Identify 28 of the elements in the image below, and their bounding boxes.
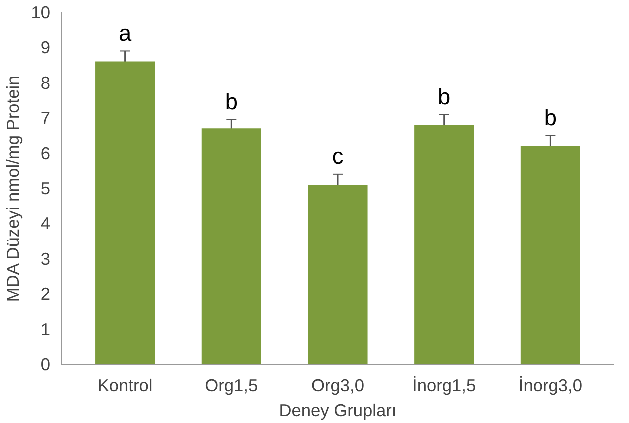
- y-tick-label: 3: [40, 248, 51, 269]
- x-tick-label: İnorg3,0: [518, 376, 582, 396]
- y-tick-label: 8: [40, 72, 51, 93]
- y-tick-label: 10: [31, 2, 51, 22]
- x-axis-title: Deney Grupları: [279, 400, 397, 420]
- annotation: c: [332, 143, 344, 170]
- annotation: b: [544, 104, 557, 130]
- bar: [414, 125, 474, 364]
- annotation: b: [438, 83, 451, 110]
- y-tick-label: 0: [40, 354, 51, 374]
- y-axis-title: MDA Düzeyi nmol/mg Protein: [3, 76, 24, 302]
- annotation: a: [119, 20, 132, 46]
- annotation: b: [225, 88, 238, 115]
- y-tick-label: 7: [40, 108, 51, 128]
- y-tick-label: 5: [40, 178, 51, 198]
- bar: [202, 128, 262, 364]
- y-tick-label: 1: [40, 319, 51, 340]
- y-tick-label: 4: [40, 214, 51, 234]
- y-tick-label: 2: [40, 284, 51, 304]
- x-tick-label: Org1,5: [205, 376, 258, 396]
- bar: [308, 184, 368, 364]
- y-tick-label: 6: [40, 143, 51, 164]
- x-tick-label: Kontrol: [98, 376, 153, 396]
- bar: [96, 62, 156, 364]
- y-tick-label: 9: [40, 38, 51, 58]
- x-tick-label: İnorg1,5: [412, 376, 476, 396]
- bar: [520, 146, 580, 364]
- x-tick-label: Org3,0: [312, 376, 364, 396]
